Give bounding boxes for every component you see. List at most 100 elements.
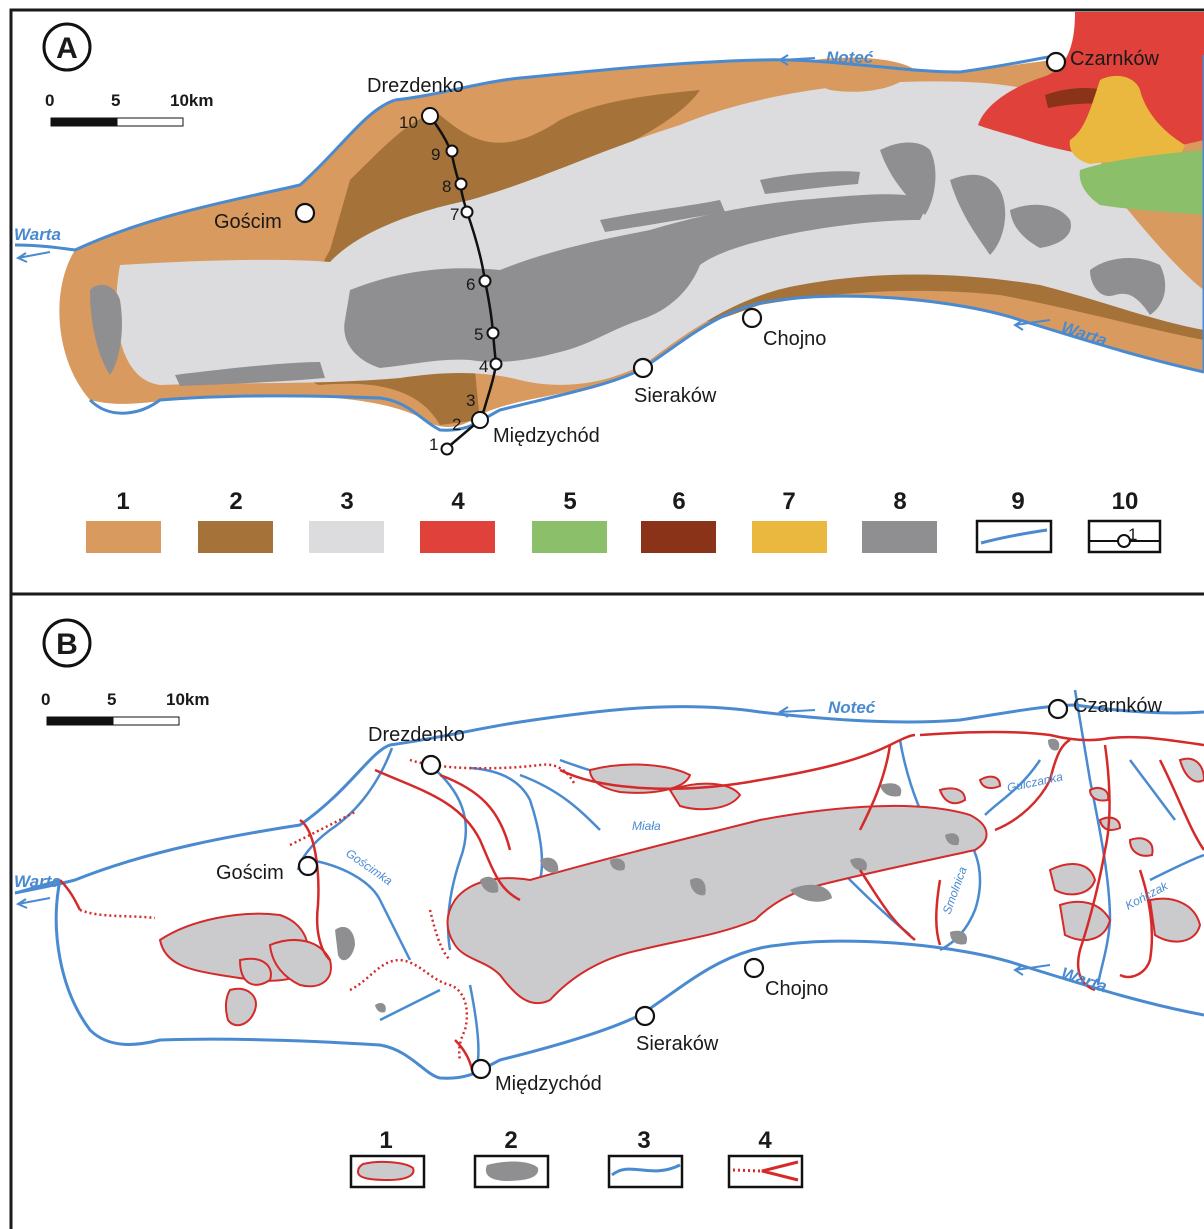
town-label-czarnkow-b: Czarnków (1073, 695, 1162, 717)
river-label-miala: Miała (632, 819, 661, 833)
dune-field-main (446, 804, 988, 1005)
tributary-10 (1129, 759, 1176, 821)
profile-point-4[interactable] (489, 357, 503, 371)
river-label-warta-w-a: Warta (14, 225, 61, 244)
legend-a-label-9: 9 (1011, 488, 1024, 515)
legend-a-label-2: 2 (229, 488, 242, 515)
dark-dunes-b (335, 738, 1060, 1013)
panel-a-badge (42, 22, 92, 72)
valley-outline-b (14, 703, 1204, 895)
uncertain-boundaries-b (79, 758, 577, 1061)
town-marker-goscim-b[interactable] (297, 855, 319, 877)
notec-arrow-b (778, 706, 816, 718)
town-label-drezdenko: Drezdenko (367, 75, 464, 97)
legend-a-label-5: 5 (563, 488, 576, 515)
scale-a-tick-10: 10km (170, 91, 213, 110)
profile-point-8[interactable] (454, 177, 468, 191)
legend-a-swatch-5 (532, 521, 607, 553)
scale-b-tick-10: 10km (166, 690, 209, 709)
profile-point-6[interactable] (478, 274, 492, 288)
scale-a-tick-5: 5 (111, 91, 120, 110)
town-label-sierakow: Sieraków (634, 385, 717, 407)
valley-north-edge-a (14, 98, 396, 252)
scale-bar-b: 0 5 10km (41, 690, 209, 726)
outer-frame (9, 8, 1204, 1229)
profile-label-7: 7 (450, 205, 459, 224)
dune-field-west-2 (268, 939, 332, 988)
profile-point-1[interactable] (440, 442, 454, 456)
legend-b-swatch-3 (607, 1154, 684, 1189)
river-label-goscimka: Gościmka (343, 846, 395, 888)
town-marker-czarnkow[interactable] (1045, 51, 1067, 73)
legend-b-label-2: 2 (504, 1127, 517, 1154)
town-marker-goscim[interactable] (294, 202, 316, 224)
legend-b: 1 2 3 4 (349, 1127, 804, 1189)
profile-point-2[interactable] (471, 411, 489, 429)
town-marker-sierakow[interactable] (632, 357, 654, 379)
warta-west-b (14, 878, 61, 895)
legend-b-swatch-4 (727, 1154, 804, 1189)
profile-point-5[interactable] (486, 326, 500, 340)
river-label-notec-b: Noteć (828, 698, 876, 717)
tributary-goscimka (309, 858, 412, 961)
town-marker-miedzychod-b[interactable] (470, 1058, 492, 1080)
dune-field-ne-8 (1128, 837, 1154, 857)
dune-field-ne-4 (1058, 900, 1112, 941)
profile-point-7[interactable] (460, 205, 474, 219)
legend-a-swatch-8 (862, 521, 937, 553)
dune-fields-b (158, 757, 1204, 1027)
dune-field-west-3 (238, 957, 272, 986)
dune-field-west-4 (224, 987, 257, 1027)
scale-a-tick-0: 0 (45, 91, 54, 110)
legend-a-swatch-4 (420, 521, 495, 553)
legend-a-swatch-3 (309, 521, 384, 553)
town-marker-drezdenko-b[interactable] (420, 754, 442, 776)
scale-b-tick-0: 0 (41, 690, 50, 709)
profile-label-9: 9 (431, 145, 440, 164)
dune-field-ne-1 (978, 775, 1002, 789)
tributary-5 (468, 984, 480, 1061)
river-label-smolnica: Smolnica (940, 865, 970, 916)
legend-a-label-7: 7 (782, 488, 795, 515)
legend-b-label-3: 3 (637, 1127, 650, 1154)
panel-a: 1 2 3 4 5 6 7 8 9 10 Drezdenko Gościm Mi… (14, 12, 1204, 554)
legend-a-swatch-1 (86, 521, 161, 553)
legend-a: 1 2 3 4 5 6 7 8 9 10 (86, 488, 1162, 554)
river-label-gulczanka: Gulczanka (1006, 769, 1065, 795)
legend-a-swatch-7 (752, 521, 827, 553)
town-marker-chojno-b[interactable] (743, 957, 765, 979)
profile-label-3: 3 (466, 391, 475, 410)
town-label-goscim: Gościm (214, 211, 282, 233)
town-marker-chojno[interactable] (741, 307, 763, 329)
town-label-czarnkow: Czarnków (1070, 48, 1159, 70)
town-label-chojno-b: Chojno (765, 978, 828, 1000)
legend-a-label-10: 10 (1112, 488, 1139, 515)
profile-point-9[interactable] (445, 144, 459, 158)
dune-field-ne-2 (938, 787, 967, 805)
town-markers-b (297, 698, 1069, 1080)
tributary-miala (519, 773, 601, 831)
legend-a-swatch-10: 1 (1087, 519, 1162, 554)
unit-7-yellow (1069, 75, 1185, 168)
unit-5-green (1079, 150, 1204, 215)
warta-arrow-w-b (15, 897, 51, 909)
town-marker-sierakow-b[interactable] (634, 1005, 656, 1027)
town-label-chojno: Chojno (763, 328, 826, 350)
profile-label-4: 4 (479, 357, 488, 376)
legend-a-swatch-2 (198, 521, 273, 553)
profile-label-1: 1 (429, 435, 438, 454)
town-label-goscim-b: Gościm (216, 862, 284, 884)
panel-b-label: B (56, 628, 78, 661)
town-marker-czarnkow-b[interactable] (1047, 698, 1069, 720)
profile-label-10: 10 (399, 113, 418, 132)
profile-point-10[interactable] (421, 107, 439, 125)
notec-bank-a (394, 53, 1061, 102)
notec-arrow-a (778, 54, 816, 66)
warta-bank-b (54, 879, 1204, 1080)
profile-label-5: 5 (474, 325, 483, 344)
legend-a-label-1: 1 (116, 488, 129, 515)
legend-a-swatch-6 (641, 521, 716, 553)
town-label-drezdenko-b: Drezdenko (368, 724, 465, 746)
warta-bank-a (88, 294, 1204, 432)
